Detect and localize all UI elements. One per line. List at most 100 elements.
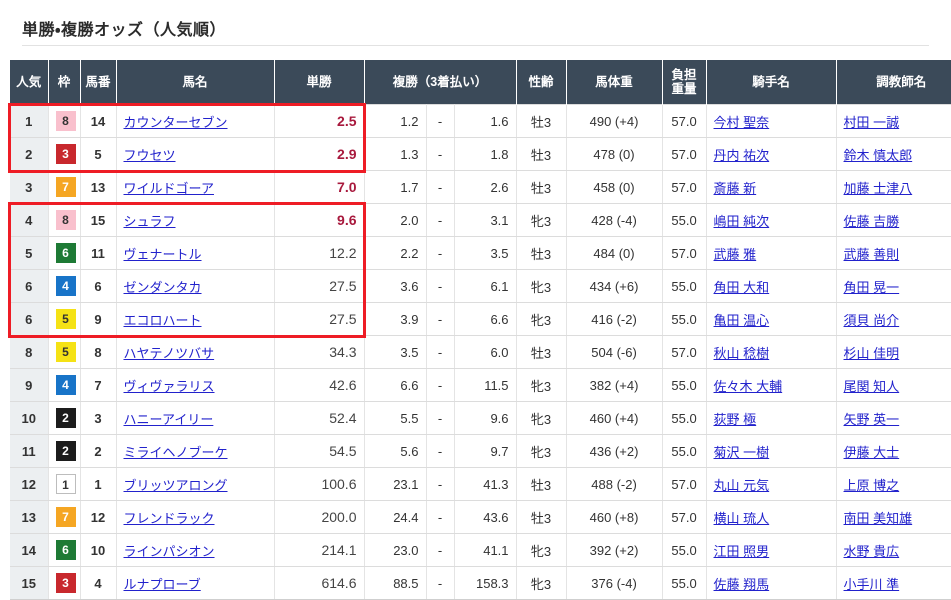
place-odds-separator: - [426,170,455,204]
jockey-link[interactable]: 佐々木 大輔 [713,378,783,394]
jockey-link[interactable]: 武藤 雅 [713,246,757,262]
header-sex-age[interactable]: 性齢 [516,60,567,105]
cell-jockey: 角田 大和 [706,269,837,303]
trainer-link[interactable]: 水野 貴広 [843,543,900,559]
trainer-link[interactable]: 尾関 知人 [843,378,900,394]
horse-name-link[interactable]: エコロハート [123,312,202,328]
trainer-link[interactable]: 加藤 士津八 [843,180,913,196]
cell-popularity: 11 [10,434,49,468]
horse-name-link[interactable]: ヴィヴァラリス [123,378,215,394]
jockey-link[interactable]: 丸山 元気 [713,477,770,493]
horse-name-link[interactable]: フウセツ [123,147,176,163]
horse-name-link[interactable]: ルナプローブ [123,576,201,592]
page-title: 単勝・複勝オッズ（人気順） [22,22,226,39]
jockey-link[interactable]: 菊沢 一樹 [713,444,770,460]
header-horse-name[interactable]: 馬名 [116,60,275,105]
jockey-link[interactable]: 今村 聖奈 [713,114,770,130]
header-horse-weight[interactable]: 馬体重 [566,60,663,105]
cell-place-odds-high: 11.5 [454,368,517,402]
horse-name-link[interactable]: シュラフ [123,213,176,229]
header-popularity[interactable]: 人気 [10,60,49,105]
jockey-link[interactable]: 佐藤 翔馬 [713,576,770,592]
header-win-odds[interactable]: 単勝 [274,60,365,105]
table-row: 3 7 13 ワイルドゴーア 7.0 1.7-2.6 牡3 458 (0) 57.0 斎藤 新 加藤… [10,170,951,204]
table-row: 5 6 11 ヴェナートル 12.2 2.2-3.5 牡3 484 (0) 57.0 武藤 雅 武藤… [10,236,951,270]
cell-sex-age: 牝3 [516,302,567,336]
cell-place-odds-high: 43.6 [454,500,517,534]
horse-name-link[interactable]: ゼンダンタカ [123,279,202,295]
cell-place-odds-low: 23.1 [364,467,427,501]
trainer-link[interactable]: 矢野 英一 [843,411,900,427]
cell-load-weight: 55.0 [662,434,707,468]
trainer-link[interactable]: 小手川 準 [843,576,900,592]
trainer-link[interactable]: 鈴木 慎太郎 [843,147,913,163]
trainer-link[interactable]: 杉山 佳明 [843,345,900,361]
header-row: 人気 枠 馬番 馬名 単勝 複勝（3着払い） 性齢 馬体重 負担 重量 騎手名 … [10,60,951,105]
cell-win-odds: 2.5 [274,104,365,138]
cell-horse-number: 9 [80,302,117,336]
cell-horse-weight: 478 (0) [566,137,663,171]
place-odds-separator: - [426,566,455,600]
jockey-link[interactable]: 秋山 稔樹 [713,345,770,361]
jockey-link[interactable]: 亀田 温心 [713,312,770,328]
cell-place-odds-high: 6.6 [454,302,517,336]
trainer-link[interactable]: 上原 博之 [843,477,900,493]
cell-trainer: 南田 美知雄 [836,500,951,534]
cell-frame: 8 [48,203,81,237]
place-odds-separator: - [426,104,455,138]
cell-popularity: 10 [10,401,49,435]
trainer-link[interactable]: 村田 一誠 [843,114,900,130]
horse-name-link[interactable]: ラインパシオン [123,543,215,559]
trainer-link[interactable]: 須貝 尚介 [843,312,900,328]
trainer-link[interactable]: 南田 美知雄 [843,510,913,526]
trainer-link[interactable]: 佐藤 吉勝 [843,213,900,229]
header-trainer[interactable]: 調教師名 [836,60,951,105]
trainer-link[interactable]: 武藤 善則 [843,246,900,262]
horse-name-link[interactable]: フレンドラック [123,510,215,526]
jockey-link[interactable]: 江田 照男 [713,543,770,559]
cell-sex-age: 牡3 [516,236,567,270]
cell-horse-weight: 436 (+2) [566,434,663,468]
table-row: 2 3 5 フウセツ 2.9 1.3-1.8 牡3 478 (0) 57.0 丹内 祐次 鈴木 慎太… [10,137,951,171]
cell-horse-number: 4 [80,566,117,600]
header-frame[interactable]: 枠 [48,60,81,105]
jockey-link[interactable]: 嶋田 純次 [713,213,770,229]
jockey-link[interactable]: 荻野 極 [713,411,757,427]
cell-frame: 6 [48,236,81,270]
cell-jockey: 横山 琉人 [706,500,837,534]
cell-frame: 8 [48,104,81,138]
place-odds-separator: - [426,137,455,171]
horse-name-link[interactable]: ミライヘノブーケ [123,444,228,460]
frame-badge: 8 [55,111,76,131]
header-place-odds[interactable]: 複勝（3着払い） [364,60,517,105]
horse-name-link[interactable]: ハニーアイリー [123,411,214,427]
cell-popularity: 12 [10,467,49,501]
title-divider [22,45,929,46]
cell-win-odds: 42.6 [274,368,365,402]
jockey-link[interactable]: 丹内 祐次 [713,147,770,163]
header-jockey[interactable]: 騎手名 [706,60,837,105]
cell-popularity: 6 [10,269,49,303]
jockey-link[interactable]: 横山 琉人 [713,510,770,526]
cell-sex-age: 牝3 [516,368,567,402]
cell-trainer: 須貝 尚介 [836,302,951,336]
cell-trainer: 水野 貴広 [836,533,951,567]
trainer-link[interactable]: 伊藤 大士 [843,444,900,460]
horse-name-link[interactable]: ワイルドゴーア [123,180,214,196]
trainer-link[interactable]: 角田 晃一 [843,279,900,295]
cell-sex-age: 牡3 [516,137,567,171]
header-load-weight[interactable]: 負担 重量 [662,60,707,105]
horse-name-link[interactable]: ヴェナートル [123,246,202,262]
cell-load-weight: 55.0 [662,203,707,237]
cell-horse-weight: 504 (-6) [566,335,663,369]
horse-name-link[interactable]: ブリッツアロング [123,477,228,493]
table-header: 人気 枠 馬番 馬名 単勝 複勝（3着払い） 性齢 馬体重 負担 重量 騎手名 … [10,60,951,105]
place-odds-separator: - [426,203,455,237]
jockey-link[interactable]: 角田 大和 [713,279,770,295]
horse-name-link[interactable]: ハヤテノツバサ [123,345,215,361]
cell-place-odds-high: 2.6 [454,170,517,204]
frame-badge: 5 [55,342,76,362]
horse-name-link[interactable]: カウンターセブン [123,114,228,130]
header-horse-number[interactable]: 馬番 [80,60,117,105]
jockey-link[interactable]: 斎藤 新 [713,180,757,196]
